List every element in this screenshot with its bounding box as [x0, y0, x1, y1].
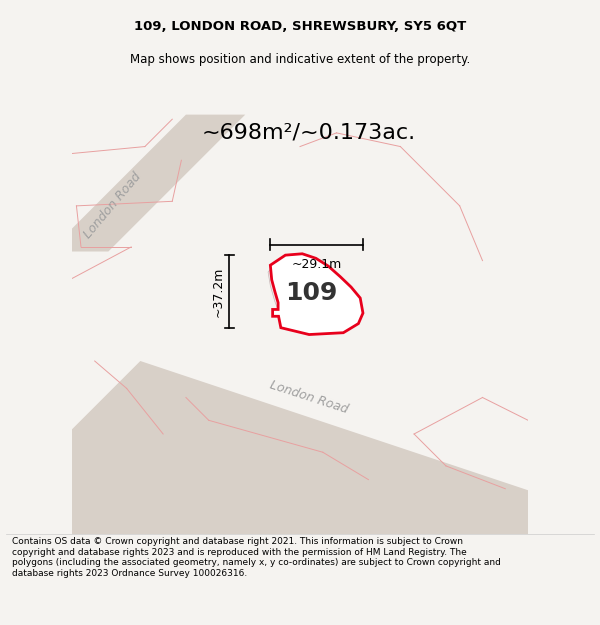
Text: ~29.1m: ~29.1m — [292, 258, 342, 271]
Polygon shape — [271, 254, 363, 334]
Text: Map shows position and indicative extent of the property.: Map shows position and indicative extent… — [130, 52, 470, 66]
Polygon shape — [49, 361, 551, 558]
Polygon shape — [49, 114, 245, 251]
Polygon shape — [284, 271, 346, 316]
Text: 109: 109 — [285, 281, 338, 306]
Text: 109, LONDON ROAD, SHREWSBURY, SY5 6QT: 109, LONDON ROAD, SHREWSBURY, SY5 6QT — [134, 20, 466, 33]
Polygon shape — [268, 254, 362, 327]
Text: London Road: London Road — [82, 171, 144, 241]
Text: London Road: London Road — [268, 379, 350, 416]
Text: Contains OS data © Crown copyright and database right 2021. This information is : Contains OS data © Crown copyright and d… — [12, 538, 501, 578]
Text: ~698m²/~0.173ac.: ~698m²/~0.173ac. — [202, 123, 416, 143]
Text: ~37.2m: ~37.2m — [211, 266, 224, 317]
Polygon shape — [343, 297, 360, 316]
